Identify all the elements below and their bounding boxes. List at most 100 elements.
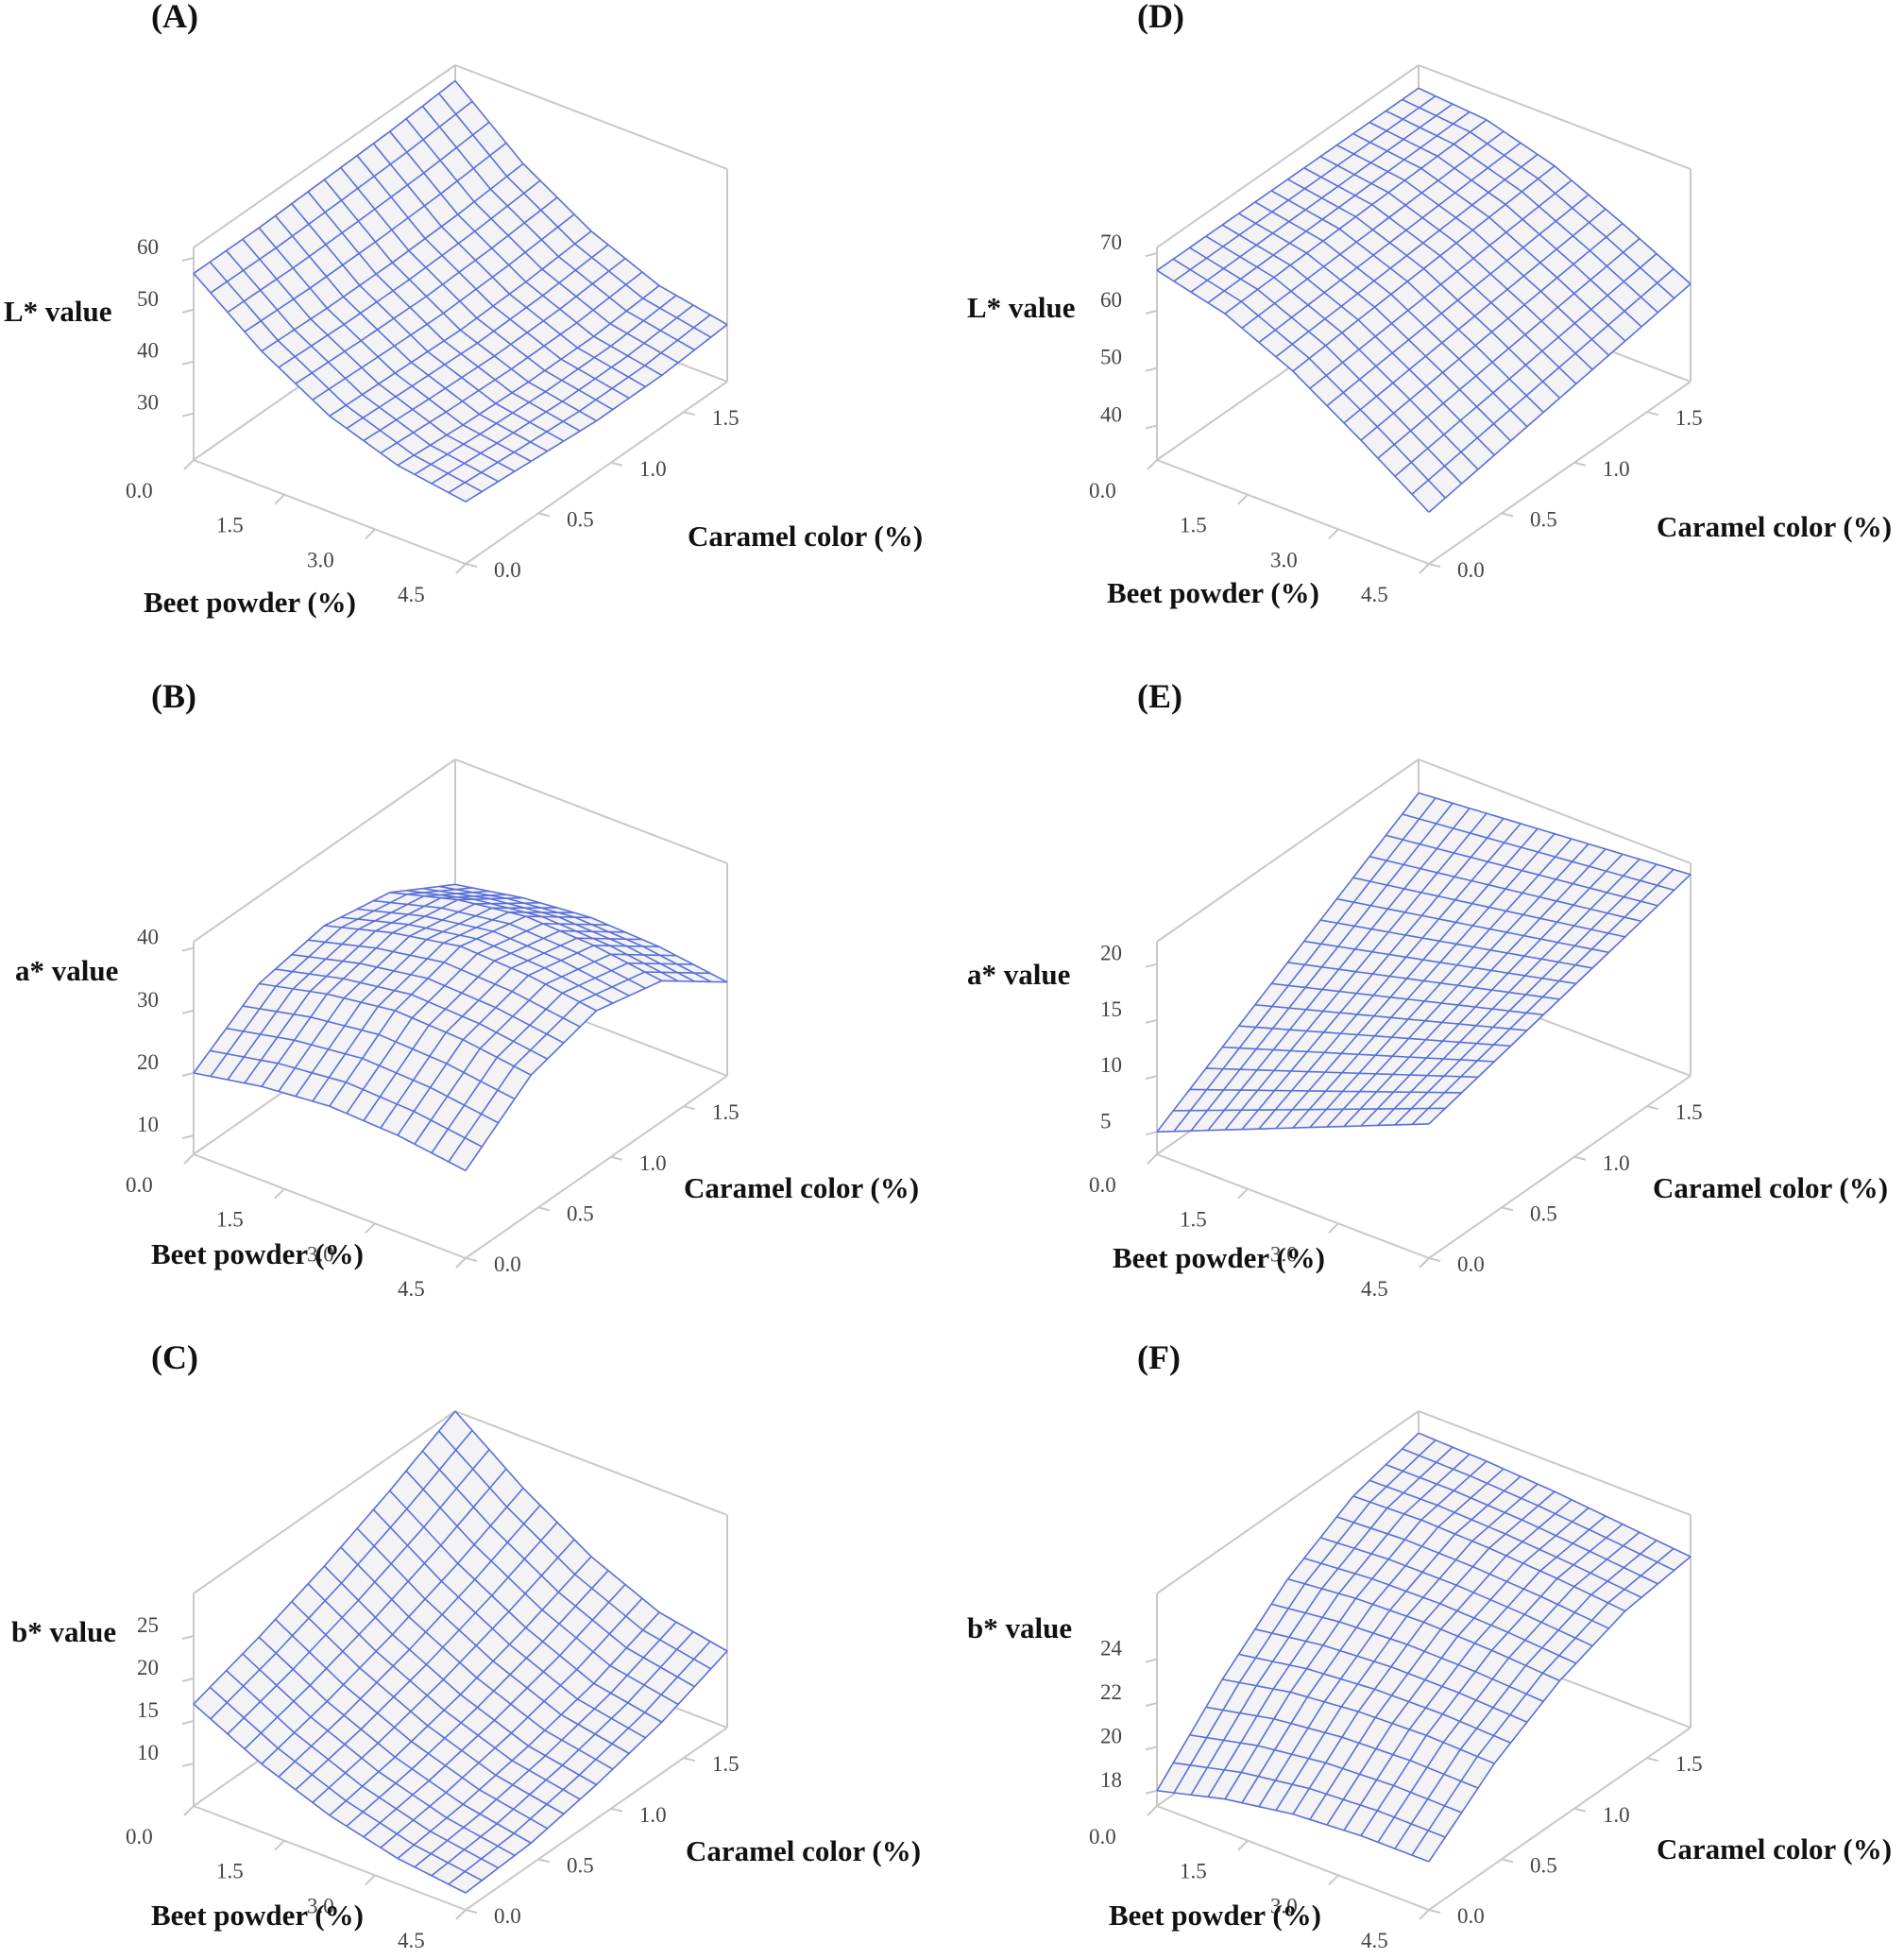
mesh-line-y [1352,877,1625,938]
mesh-line-y [1271,982,1544,1016]
x-tick-mark [274,493,285,505]
panel-A: (A) 30 40 50 60 0.0 1.5 3.0 4.5 0.0 0.5 1.0 1.5 L* … [0,0,952,646]
z-tick-label: 20 [137,1050,159,1074]
mesh-line-y [1386,1463,1658,1585]
panel-B: (B) 10 20 30 40 0.0 1.5 3.0 4.5 0.0 0.5 1.0 1.5 a* … [0,661,952,1307]
x-tick-label: 4.5 [1361,1277,1388,1301]
x-tick-label: 4.5 [1361,1929,1388,1952]
x-tick-label: 4.5 [398,1929,425,1952]
mesh-line-y [1368,121,1642,328]
y-tick-mark [1501,1858,1514,1864]
mesh-line-y [1402,98,1675,299]
x-tick-mark [1147,459,1158,470]
y-tick-mark [1646,1757,1659,1763]
mesh-line-y [275,968,548,1060]
mesh-line-y [1254,1628,1528,1723]
surface-fill [194,1411,727,1893]
mesh-line-y [323,179,597,422]
mesh-line-y [356,1527,630,1755]
x-axis-label: Beet powder (%) [1109,1899,1321,1932]
y-tick-mark [465,1909,478,1914]
z-tick-mark [181,1134,195,1140]
y-tick-mark [537,512,551,518]
mesh-line-y [1156,269,1430,513]
y-tick-mark [610,461,623,467]
mesh-line-y [259,982,532,1076]
mesh-line-y [242,238,516,472]
mesh-line-y [242,1005,516,1100]
panel-label: (D) [1137,0,1184,35]
surface-fill [1157,792,1691,1133]
mesh-line-y [1319,1537,1593,1647]
y-tick-label: 1.0 [1603,1151,1630,1175]
mesh-line-y [1287,179,1561,400]
y-tick-mark [683,411,696,417]
z-tick-mark [181,946,195,952]
mesh-line-y [1287,962,1560,1000]
x-tick-mark [1419,1257,1430,1269]
mesh-line-y [193,272,467,503]
y-tick-mark [1428,563,1441,568]
mesh-line-y [291,953,565,1044]
x-tick-mark [183,459,195,470]
x-tick-label: 1.5 [1180,1860,1207,1883]
z-tick-label: 40 [137,339,159,363]
z-tick-label: 22 [1100,1680,1122,1704]
axis-box-edge [1418,64,1692,170]
y-tick-mark [1428,1909,1441,1914]
z-axis-label: L* value [967,291,1076,324]
z-tick-label: 20 [1100,942,1122,965]
y-tick-mark [465,1257,478,1262]
mesh-line-y [1386,834,1658,907]
z-tick-label: 70 [1100,230,1122,254]
surface-plot: 10 15 20 25 0.0 1.5 3.0 4.5 0.0 0.5 1.0 1.5 [126,1410,740,1952]
axis-box-edge [1418,1410,1692,1516]
y-tick-label: 1.5 [712,1752,740,1776]
z-tick-label: 18 [1100,1768,1122,1792]
y-tick-label: 0.5 [567,507,594,531]
mesh-line-y [209,1686,483,1882]
y-tick-mark [465,563,478,568]
mesh-line-y [1352,132,1626,342]
mesh-line-y [1205,1706,1479,1789]
x-axis-label: Beet powder (%) [1107,576,1319,609]
axis-box-edge [193,1153,467,1259]
mesh-line-y [1368,1479,1642,1598]
y-tick-mark [1573,1807,1587,1813]
x-tick-label: 1.5 [1180,514,1207,537]
z-tick-label: 5 [1100,1109,1112,1133]
y-tick-label: 0.5 [1530,1853,1557,1877]
z-axis-label: a* value [15,954,119,987]
z-tick-label: 10 [1100,1053,1122,1077]
x-tick-mark [455,1909,467,1920]
x-tick-label: 0.0 [1089,479,1116,503]
axis-box-edge [454,64,728,170]
panel-label: (B) [151,677,196,715]
axis-box-edge [1156,64,1420,248]
z-tick-mark [1145,1075,1158,1081]
y-tick-label: 0.5 [1530,1201,1557,1225]
mesh-line-y [1156,1123,1430,1133]
mesh-line-y [1173,1762,1446,1838]
mesh-line-y [1319,919,1593,969]
mesh-line-y [421,1450,695,1688]
mesh-line-y [1418,1432,1692,1558]
mesh-line-y [1173,1107,1446,1112]
mesh-line-y [1418,792,1692,876]
mesh-line-y [405,889,679,982]
mesh-line-y [421,105,695,351]
mesh-line-y [357,908,630,997]
mesh-line-y [1221,224,1495,456]
panel-E: (E) 5 10 15 20 0.0 1.5 3.0 4.5 0.0 0.5 1.0 1.5 a* v… [963,661,1904,1307]
y-tick-label: 0.0 [494,1904,521,1928]
mesh-line-y [226,1670,500,1869]
z-tick-label: 30 [137,391,159,415]
mesh-line-x [193,883,456,1074]
x-tick-mark [1147,1805,1158,1816]
x-tick-label: 0.0 [1089,1825,1116,1848]
axis-box-edge [465,1075,728,1259]
mesh-line-y [275,1618,548,1830]
axis-box-edge [1428,1075,1692,1259]
mesh-line-y [274,214,548,452]
x-tick-label: 3.0 [1270,1242,1298,1266]
